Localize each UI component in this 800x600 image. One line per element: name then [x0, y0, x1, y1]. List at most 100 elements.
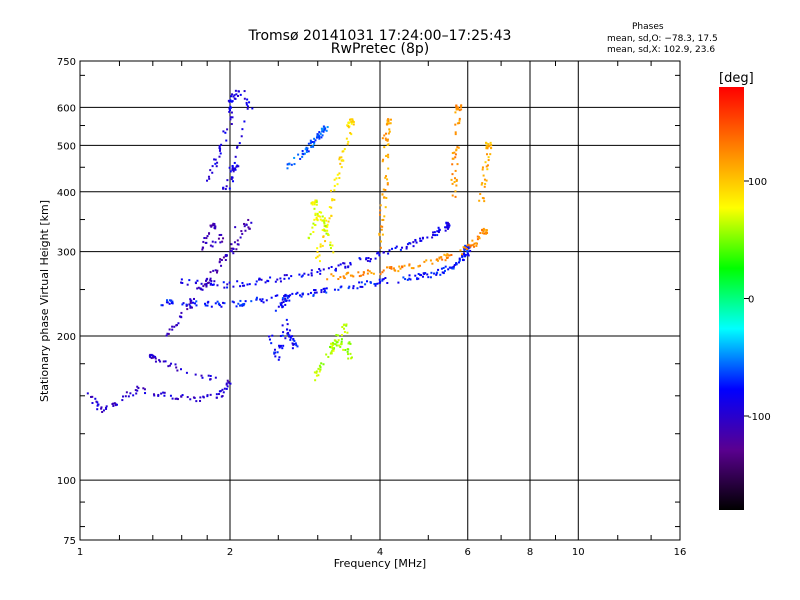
echo-point — [350, 356, 353, 359]
echo-point — [332, 251, 335, 254]
echo-point — [201, 246, 204, 249]
echo-point — [209, 393, 212, 396]
echo-point — [398, 265, 401, 268]
echo-point — [313, 203, 316, 206]
echo-point — [100, 407, 103, 410]
echo-point — [458, 258, 461, 261]
echo-point — [417, 272, 420, 275]
colorbar-tick-label: 100 — [748, 177, 767, 188]
echo-point — [222, 187, 225, 190]
echo-point — [390, 267, 393, 270]
echo-point — [317, 367, 320, 370]
echo-point — [386, 121, 389, 124]
echo-point — [218, 260, 221, 263]
echo-point — [486, 153, 489, 156]
echo-point — [482, 227, 485, 230]
echo-point — [437, 231, 440, 234]
echo-point — [219, 258, 222, 261]
echo-point — [463, 245, 466, 248]
echo-point — [446, 226, 449, 229]
echo-point — [279, 335, 282, 338]
echo-point — [349, 274, 352, 277]
echo-point — [194, 282, 197, 285]
echo-point — [314, 212, 317, 215]
echo-point — [366, 259, 369, 262]
echo-point — [220, 233, 223, 236]
echo-point — [316, 247, 319, 250]
echo-point — [463, 249, 466, 252]
echo-point — [211, 165, 214, 168]
echo-point — [206, 235, 209, 238]
echo-point — [289, 336, 292, 339]
echo-point — [311, 226, 314, 229]
echo-point — [112, 402, 115, 405]
echo-point — [476, 238, 479, 241]
echo-point — [219, 152, 222, 155]
echo-point — [439, 273, 442, 276]
echo-point — [358, 281, 361, 284]
echo-point — [222, 256, 225, 259]
echo-point — [300, 295, 303, 298]
echo-point — [409, 278, 412, 281]
echo-point — [247, 226, 250, 229]
echo-point — [469, 249, 472, 252]
echo-point — [387, 118, 390, 121]
echo-point — [224, 188, 227, 191]
echo-point — [359, 285, 362, 288]
echo-point — [288, 299, 291, 302]
echo-point — [283, 277, 286, 280]
colorbar-tick-label: 0 — [748, 295, 754, 306]
echo-point — [323, 221, 326, 224]
echo-point — [229, 170, 232, 173]
echo-point — [347, 140, 350, 143]
echo-point — [347, 271, 350, 274]
echo-point — [243, 120, 246, 123]
echo-point — [481, 232, 484, 235]
echo-point — [458, 117, 461, 120]
echo-point — [171, 328, 174, 331]
echo-point — [181, 282, 184, 285]
echo-point — [432, 233, 435, 236]
echo-point — [341, 326, 344, 329]
echo-point — [446, 253, 449, 256]
echo-point — [470, 244, 473, 247]
echo-point — [291, 335, 294, 338]
echo-point — [186, 308, 189, 311]
y-tick-label: 400 — [57, 188, 76, 199]
echo-point — [274, 294, 277, 297]
echo-point — [454, 156, 457, 159]
echo-point — [209, 224, 212, 227]
echo-point — [269, 276, 272, 279]
echo-point — [451, 173, 454, 176]
echo-point — [331, 343, 334, 346]
echo-point — [191, 301, 194, 304]
echo-point — [285, 299, 288, 302]
echo-point — [485, 179, 488, 182]
echo-point — [327, 267, 330, 270]
echo-point — [315, 370, 318, 373]
echo-point — [483, 200, 486, 203]
echo-point — [321, 215, 324, 218]
echo-point — [437, 226, 440, 229]
echo-point — [303, 272, 306, 275]
echo-point — [277, 358, 280, 361]
x-tick-label: 1 — [77, 547, 83, 558]
echo-point — [260, 278, 263, 281]
echo-point — [239, 299, 242, 302]
echo-point — [284, 294, 287, 297]
echo-point — [232, 285, 235, 288]
echo-point — [358, 275, 361, 278]
echo-point — [203, 237, 206, 240]
echo-point — [255, 298, 258, 301]
echo-point — [279, 302, 282, 305]
echo-point — [279, 303, 282, 306]
echo-point — [223, 302, 226, 305]
echo-point — [236, 146, 239, 149]
echo-point — [270, 342, 273, 345]
echo-point — [209, 277, 212, 280]
echo-point — [385, 197, 388, 200]
echo-point — [343, 148, 346, 151]
echo-point — [329, 189, 332, 192]
echo-point — [340, 285, 343, 288]
echo-point — [241, 232, 244, 235]
